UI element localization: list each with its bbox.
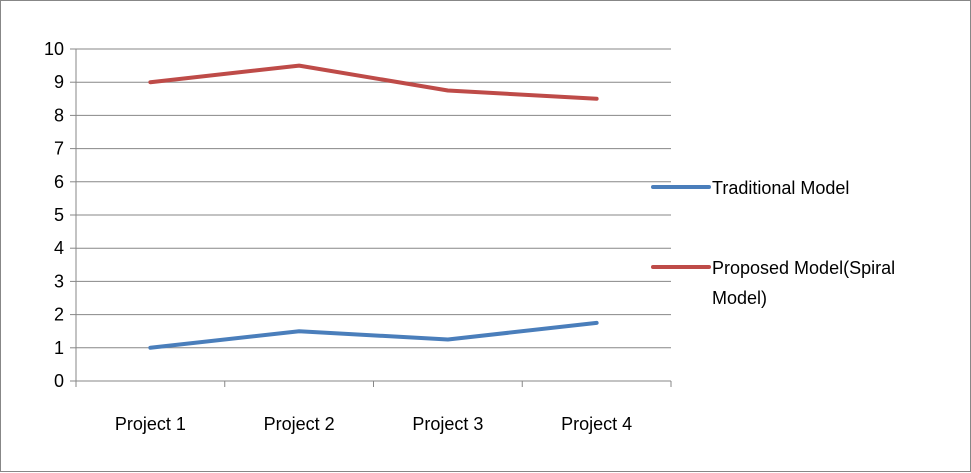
y-tick-label: 4 [54, 238, 64, 258]
data-point [595, 321, 599, 325]
series-line-proposed-model [148, 63, 599, 101]
y-tick-label: 6 [54, 172, 64, 192]
series-line-traditional-model [148, 320, 599, 350]
y-tick-label: 9 [54, 72, 64, 92]
legend-label: Traditional Model [712, 178, 849, 198]
data-point [297, 329, 301, 333]
data-point [297, 64, 301, 68]
y-tick-label: 7 [54, 139, 64, 159]
x-tick-label: Project 2 [264, 414, 335, 434]
legend-label-line: Traditional Model [712, 178, 849, 198]
y-tick-label: 2 [54, 305, 64, 325]
data-point [148, 80, 152, 84]
x-tick-label: Project 1 [115, 414, 186, 434]
y-tick-label: 10 [44, 39, 64, 59]
legend-label-line: Proposed Model(Spiral [712, 258, 895, 278]
data-point [446, 338, 450, 342]
y-tick-label: 0 [54, 371, 64, 391]
y-tick-label: 3 [54, 271, 64, 291]
data-point [446, 89, 450, 93]
y-tick-label: 5 [54, 205, 64, 225]
x-tick-label: Project 3 [412, 414, 483, 434]
legend-label: Proposed Model(Spiral Model) [712, 258, 895, 308]
y-tick-label: 8 [54, 105, 64, 125]
y-tick-label: 1 [54, 338, 64, 358]
x-tick-label: Project 4 [561, 414, 632, 434]
data-point [148, 346, 152, 350]
data-point [595, 97, 599, 101]
legend-label-line: Model) [712, 288, 767, 308]
